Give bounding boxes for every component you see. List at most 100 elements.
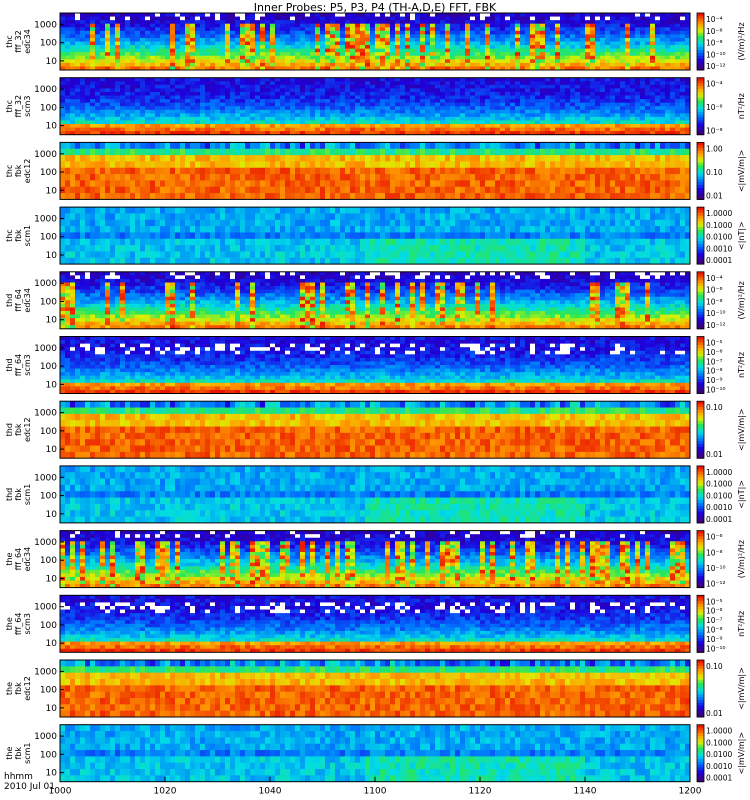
y-tick-label: 100 (40, 362, 57, 372)
colorbar-tick-label: 0.0010 (706, 503, 732, 512)
colorbar-label: nT²/Hz (737, 611, 746, 637)
colorbar-tick-label: 0.0100 (706, 233, 732, 242)
colorbar-tick-label: 10⁻⁹ (706, 635, 723, 644)
y-axis-label: fbk (14, 488, 23, 501)
y-axis-label: scm1 (23, 225, 32, 246)
time-axis-label-hhmm: hhmm (4, 772, 33, 782)
colorbar-label: <|nT|> (737, 480, 746, 509)
y-axis-label: scm1 (23, 484, 32, 505)
y-axis-label: scm1 (23, 742, 32, 763)
colorbar: 1.0000 0.1000 0.0100 0.0010 0.0001 <|mV/m|> (696, 724, 746, 783)
panel-frame (59, 530, 691, 589)
heatmap-cells (60, 660, 690, 717)
y-tick-label: 100 (40, 556, 57, 566)
colorbar-tick-label: 0.1000 (706, 480, 732, 489)
colorbar-tick-label: 1.0000 (706, 209, 732, 218)
y-axis-label: thd (5, 423, 14, 436)
colorbar: 1.0000 0.1000 0.0100 0.0010 0.0001 <|nT|> (696, 206, 746, 265)
colorbar-tick-label: 10⁻⁸ (706, 297, 723, 306)
time-tick-label: 1000 (49, 787, 72, 797)
colorbar-tick-label: 10⁻⁸ (706, 626, 723, 635)
panel-frame (59, 77, 691, 136)
colorbar-tick-label: 0.10 (706, 662, 723, 671)
colorbar-tick-label: 10⁻¹² (706, 62, 726, 71)
y-tick-label: 100 (40, 39, 57, 49)
panel-7: 1000 100 10 thd fbk edc12 0.10 0.01 <|mV/m|> (5, 400, 746, 459)
heatmap-cells (60, 207, 690, 265)
colorbar: 1.00 0.10 0.01 <|mV/m|> (696, 141, 746, 200)
time-axis: 1000 1020 1040 1100 1120 1140 1200 (49, 776, 702, 797)
panel-4: 1000 100 10 thc fbk scm1 1.0000 0.1000 0.0100 0.0… (5, 206, 746, 265)
y-axis-label: fff_64 (14, 354, 23, 377)
y-axis-label: thc (5, 229, 14, 242)
colorbar-tick-label: 10⁻⁶ (706, 348, 723, 357)
heatmap-cells (60, 142, 690, 200)
colorbar: 10⁻⁵10⁻⁶10⁻⁷10⁻⁸10⁻⁹10⁻¹⁰ nT²/Hz (696, 594, 746, 653)
y-tick-label: 1000 (34, 667, 57, 677)
colorbar-tick-label: 0.0001 (706, 256, 732, 265)
colorbar: 10⁻⁵10⁻⁶10⁻⁷10⁻⁸10⁻⁹10⁻¹⁰ nT²/Hz (696, 336, 746, 395)
y-tick-label: 100 (40, 297, 57, 307)
y-axis-label: thc (5, 100, 14, 113)
panel-frame (59, 594, 691, 653)
y-tick-label: 10 (46, 510, 58, 520)
y-axis-label: thd (5, 294, 14, 307)
y-tick-label: 1000 (34, 409, 57, 419)
colorbar-tick-label: 10⁻⁶ (706, 286, 723, 295)
colorbar-tick-label: 0.0001 (706, 774, 732, 783)
heatmap-cells (60, 595, 690, 653)
y-axis-label: fff_64 (14, 548, 23, 571)
colorbar-tick-label: 10⁻⁸ (706, 367, 723, 376)
y-tick-label: 1000 (34, 344, 57, 354)
colorbar-tick-label: 10⁻¹² (706, 321, 726, 330)
panel-frame (59, 206, 691, 265)
y-tick-label: 100 (40, 233, 57, 243)
heatmap-cells (60, 724, 690, 782)
colorbar-tick-label: 10⁻¹⁰ (706, 564, 726, 573)
y-axis-label: edc34 (23, 288, 32, 313)
y-axis-label: the (5, 617, 14, 630)
y-tick-label: 10 (46, 639, 58, 649)
colorbar: 0.10 0.01 <|mV/m|> (696, 659, 746, 718)
y-axis-label: fff_64 (14, 613, 23, 636)
colorbar-tick-label: 10⁻¹⁰ (706, 644, 726, 653)
heatmap-cells (60, 530, 690, 588)
panel-11: 1000 100 10 the fbk edc12 0.10 0.01 <|mV/m|> (5, 659, 746, 718)
time-tick-label: 1100 (364, 787, 387, 797)
y-tick-label: 1000 (34, 150, 57, 160)
colorbar-tick-label: 0.0100 (706, 750, 732, 759)
colorbar-tick-label: 10⁻⁶ (706, 607, 723, 616)
y-axis-label: edc34 (23, 547, 32, 572)
y-tick-label: 1000 (34, 603, 57, 613)
colorbar-tick-label: 0.1000 (706, 738, 732, 747)
y-axis-label: edc34 (23, 29, 32, 54)
panel-12: 1000 100 10 the fbk scm1 1.0000 0.1000 0.0100 0.0… (5, 724, 746, 783)
panel-frame (59, 336, 691, 394)
colorbar-tick-label: 10⁻¹² (706, 580, 726, 589)
y-axis-label: thc (5, 165, 14, 178)
colorbar: 10⁻⁴ 10⁻⁶ 10⁻⁸ 10⁻¹⁰ 10⁻¹² (V/m)²/Hz (696, 271, 746, 330)
colorbar-label: <|mV/m|> (737, 667, 746, 710)
colorbar-tick-label: 10⁻⁸ (706, 39, 723, 48)
panel-2: 1000 100 10 thc fff_32 scm3 10⁻⁴ 10⁻⁶ 10⁻⁸ nT²/Hz (5, 77, 746, 136)
panel-3: 1000 100 10 thc fbk edc12 1.00 0.10 0.01 <|mV/m|> (5, 141, 746, 200)
colorbar-label: (V/m)²/Hz (737, 22, 746, 60)
colorbar-tick-label: 10⁻⁹ (706, 376, 723, 385)
time-tick-label: 1120 (469, 787, 492, 797)
colorbar-tick-label: 0.10 (706, 168, 723, 177)
colorbar-tick-label: 0.0010 (706, 244, 732, 253)
y-axis-label: fbk (14, 423, 23, 436)
y-tick-label: 1000 (34, 279, 57, 289)
y-axis-label: the (5, 747, 14, 760)
colorbar-tick-label: 10⁻⁵ (706, 597, 723, 606)
colorbar: 1.0000 0.1000 0.0100 0.0010 0.0001 <|nT|> (696, 465, 746, 524)
time-tick-label: 1200 (679, 787, 702, 797)
y-tick-label: 1000 (34, 215, 57, 225)
heatmap-cells (60, 13, 690, 70)
y-axis-label: edc12 (23, 417, 32, 442)
y-axis-label: thd (5, 488, 14, 501)
colorbar-tick-label: 1.0000 (706, 468, 732, 477)
y-axis-label: fbk (14, 229, 23, 242)
